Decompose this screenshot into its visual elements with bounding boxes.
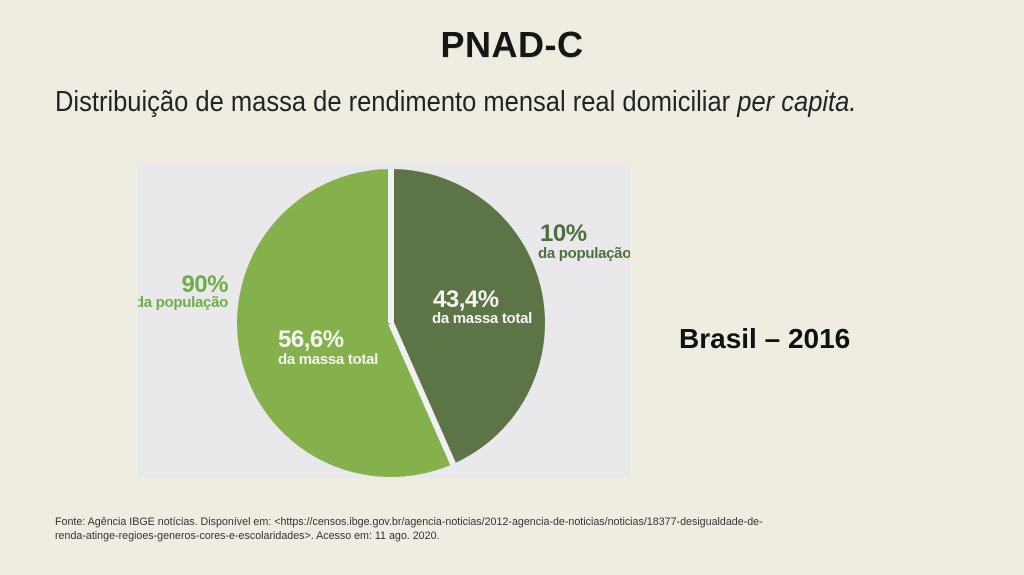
pie-slice-90pct-population — [237, 169, 454, 477]
label-43-4pct-mass-sublabel: da massa total — [432, 310, 532, 327]
label-90pct: 90% — [181, 271, 228, 298]
pie-slice-10pct-population — [391, 169, 546, 464]
pie-chart: 90% da população 10% da população 56,6% … — [138, 169, 630, 477]
caption-brasil-2016: Brasil – 2016 — [679, 323, 851, 354]
label-43-4pct-mass: 43,4% — [433, 286, 499, 313]
label-10pct-sublabel: da população — [538, 245, 630, 262]
label-56-6pct-mass: 56,6% — [278, 326, 344, 353]
pie-chart-panel: 90% da população 10% da população 56,6% … — [138, 163, 630, 478]
source-line-1: Fonte: Agência IBGE notícias. Disponível… — [55, 516, 763, 528]
source-line-2: renda-atinge-regioes-generos-cores-e-esc… — [55, 529, 440, 542]
label-10pct: 10% — [540, 220, 587, 247]
subtitle-main: Distribuição de massa de rendimento mens… — [55, 86, 731, 118]
label-90pct-sublabel: da população — [138, 294, 228, 311]
pie-slice-gap-bottom — [388, 321, 456, 466]
subtitle: Distribuição de massa de rendimento mens… — [55, 86, 856, 119]
label-56-6pct-mass-sublabel: da massa total — [278, 351, 378, 368]
source-note: Fonte: Agência IBGE notícias. Disponível… — [55, 516, 815, 543]
subtitle-italic: per capita. — [737, 86, 857, 118]
page-title: PNAD-C — [440, 24, 584, 65]
